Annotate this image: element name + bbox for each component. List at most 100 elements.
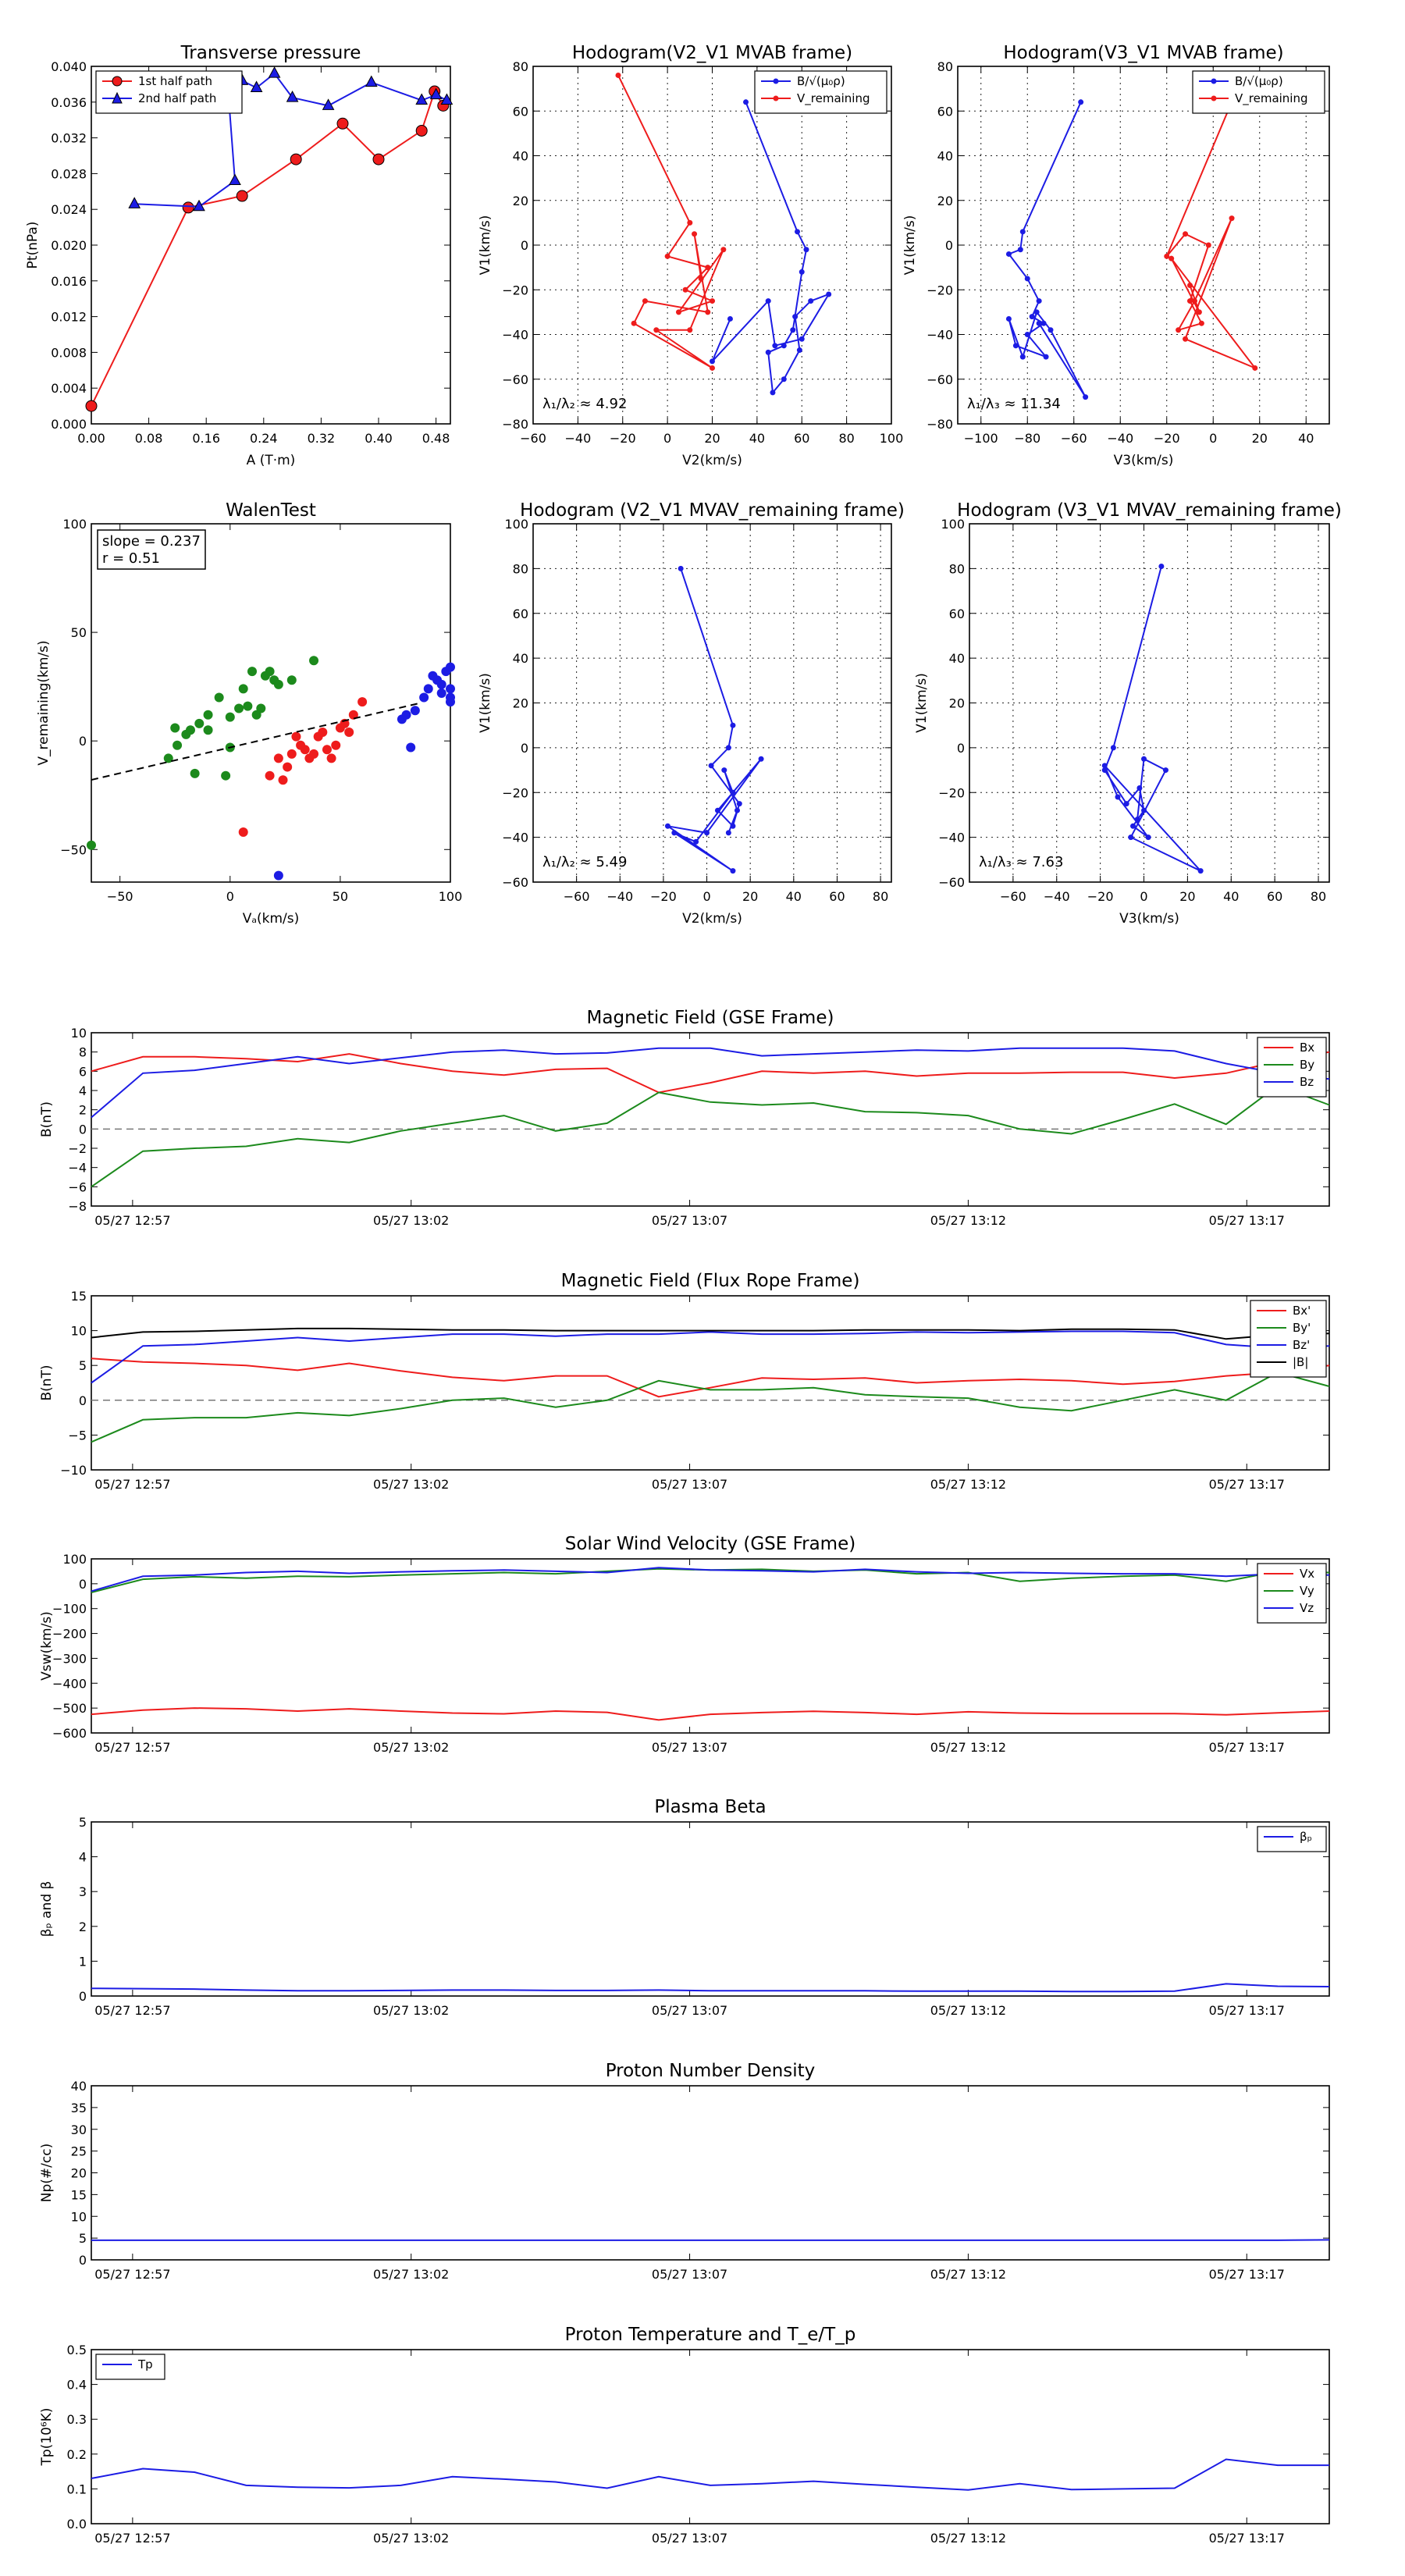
y-tick-label: −20: [502, 283, 528, 297]
data-point: [730, 722, 736, 728]
x-tick-label: 40: [1223, 889, 1239, 904]
data-point: [436, 688, 446, 698]
x-axis-label: V3(km/s): [1114, 453, 1174, 468]
y-tick-label: 0.040: [51, 59, 87, 74]
x-tick-label: 05/27 13:12: [930, 1213, 1006, 1228]
legend-entry: Bx: [1300, 1041, 1314, 1055]
x-tick-label: 05/27 13:12: [930, 2531, 1006, 2546]
data-point: [372, 153, 385, 165]
chart-tpr: 05/27 12:57 05/27 13:02 05/27 13:07 05/27 1…: [39, 2325, 1330, 2546]
data-point: [799, 269, 805, 275]
y-tick-label: 100: [62, 1552, 87, 1567]
y-tick-label: 4: [79, 1083, 87, 1098]
data-point: [203, 710, 213, 720]
data-point: [286, 91, 299, 102]
y-tick-label: 40: [71, 2079, 87, 2094]
legend-entry: Bz: [1300, 1075, 1314, 1089]
chart-title: Plasma Beta: [654, 1797, 766, 1817]
data-point: [1187, 298, 1193, 304]
x-tick-label: 05/27 13:17: [1209, 1740, 1285, 1755]
data-point: [1128, 834, 1134, 841]
x-axis-label: V3(km/s): [1119, 911, 1179, 927]
data-point: [348, 710, 358, 720]
data-point: [1130, 823, 1136, 829]
x-tick-label: 80: [873, 889, 888, 904]
y-tick-label: −8: [68, 1199, 87, 1214]
x-axis-label: Vₐ(km/s): [243, 911, 300, 927]
data-point: [671, 830, 678, 836]
y-axis-label: B(nT): [39, 1101, 55, 1137]
data-point: [406, 742, 416, 753]
ratio-annotation: λ₁/λ₃ ≈ 11.34: [967, 396, 1061, 412]
data-point: [234, 703, 244, 713]
data-point: [708, 763, 714, 769]
y-tick-label: 60: [949, 607, 965, 621]
y-tick-label: 0.1: [67, 2482, 87, 2496]
y-tick-label: 10: [71, 2209, 87, 2224]
data-point: [309, 656, 319, 666]
x-tick-label: 40: [786, 889, 802, 904]
y-tick-label: 0.016: [51, 274, 87, 289]
data-point: [675, 309, 681, 315]
plot-frame: [532, 523, 892, 883]
data-point: [1012, 343, 1019, 349]
data-point: [1197, 868, 1204, 874]
data-point: [736, 801, 742, 807]
ratio-annotation: λ₁/λ₂ ≈ 4.92: [542, 396, 627, 412]
chart-tp: 0.00 0.08 0.16 0.24 0.32 0.40 0.48 0.000 0.004 0.…: [25, 43, 454, 468]
data-point: [631, 320, 637, 326]
x-tick-label: 05/27 12:57: [94, 1213, 170, 1228]
x-tick-label: 0.00: [77, 431, 105, 446]
y-tick-label: 0.5: [67, 2343, 87, 2357]
x-tick-label: 80: [1311, 889, 1326, 904]
data-point: [1183, 336, 1189, 342]
x-tick-label: −50: [107, 889, 133, 904]
y-tick-label: −5: [68, 1428, 87, 1443]
x-tick-label: −60: [1061, 431, 1087, 446]
data-point: [225, 712, 235, 722]
y-tick-label: −80: [927, 417, 953, 432]
plot-frame: [91, 2085, 1330, 2261]
data-point: [693, 838, 699, 845]
y-tick-label: 0: [79, 1577, 87, 1592]
y-tick-label: 0.3: [67, 2412, 87, 2427]
data-point: [678, 565, 684, 571]
data-point: [214, 692, 224, 703]
data-point: [727, 315, 733, 322]
data-point: [710, 358, 715, 365]
x-tick-label: 100: [880, 431, 904, 446]
y-tick-label: 0.2: [67, 2447, 87, 2462]
data-point: [781, 376, 787, 382]
data-point: [256, 703, 266, 713]
plot-frame: [969, 523, 1330, 883]
plot-frame: [91, 66, 451, 425]
x-tick-label: 0.48: [422, 431, 450, 446]
legend-box: [1257, 1563, 1327, 1624]
y-axis-label: Pt(nPa): [25, 222, 41, 269]
x-tick-label: −20: [610, 431, 636, 446]
data-point: [318, 728, 328, 738]
y-tick-label: 0.008: [51, 345, 87, 360]
series-line: [617, 74, 724, 369]
data-point: [250, 80, 263, 92]
legend-box: [754, 70, 887, 114]
y-tick-label: 6: [79, 1064, 87, 1079]
plot-frame: [91, 1821, 1330, 1997]
x-tick-label: 40: [749, 431, 765, 446]
data-point: [687, 219, 693, 226]
series-0: [1005, 99, 1089, 400]
series-1: [615, 72, 727, 371]
series-0: [85, 85, 450, 412]
data-point: [1043, 354, 1049, 360]
chart-walen: −50 0 50 100 −50 0 50 100 WalenTest Vₐ(km/s) V_rem…: [36, 500, 462, 927]
data-point: [796, 347, 802, 354]
y-tick-label: 4: [79, 1850, 87, 1865]
legend-entry: Tp: [137, 2357, 153, 2371]
data-point: [309, 749, 319, 759]
chart-title: Proton Temperature and T_e/T_p: [565, 2325, 856, 2345]
data-point: [765, 349, 771, 355]
data-point: [664, 823, 670, 829]
legend-entry: Bx': [1293, 1304, 1311, 1318]
series-0: [1101, 564, 1204, 874]
